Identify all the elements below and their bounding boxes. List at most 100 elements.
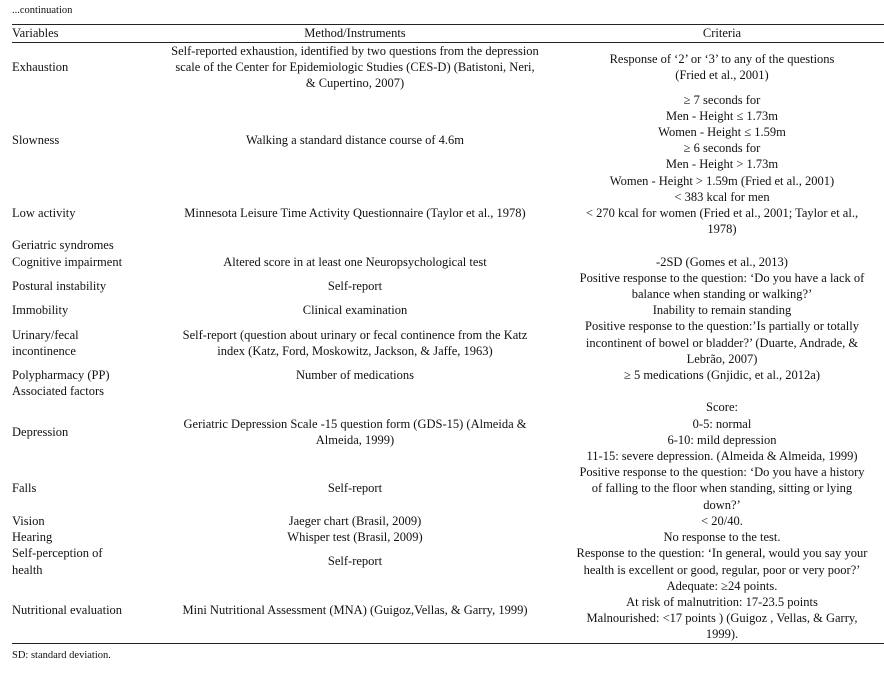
variable-cell-line: incontinence xyxy=(12,343,76,358)
criteria-cell-line: Lebrão, 2007) xyxy=(686,351,758,366)
variable-cell: Low activity xyxy=(12,189,150,238)
method-cell: Jaeger chart (Brasil, 2009) xyxy=(150,513,560,529)
variable-cell: Cognitive impairment xyxy=(12,254,150,270)
variable-cell: Vision xyxy=(12,513,150,529)
method-cell: Walking a standard distance course of 4.… xyxy=(150,92,560,189)
table-row: Nutritional evaluation Mini Nutritional A… xyxy=(12,578,884,644)
criteria-cell-line: Women - Height > 1.59m (Fried et al., 20… xyxy=(609,173,835,188)
variable-cell: Polypharmacy (PP) xyxy=(12,367,150,383)
criteria-cell-line: 0-5: normal xyxy=(692,416,752,431)
method-cell: Self-report xyxy=(150,545,560,577)
footnote: SD: standard deviation. xyxy=(12,650,111,661)
method-cell: Number of medications xyxy=(150,367,560,383)
table-row: Exhaustion Self-reported exhaustion, iden… xyxy=(12,43,884,92)
variable-cell: Urinary/fecal incontinence xyxy=(12,318,150,367)
criteria-cell-line: Response of ‘2’ or ‘3’ to any of the que… xyxy=(609,52,835,67)
criteria-cell-line: Men - Height > 1.73m xyxy=(665,157,779,172)
criteria-cell: Positive response to the question:’Is pa… xyxy=(560,318,884,367)
method-cell-line: Self-report xyxy=(327,481,383,496)
criteria-cell: No response to the test. xyxy=(560,529,884,545)
method-cell-line: Walking a standard distance course of 4.… xyxy=(245,133,465,148)
variable-cell-line: Urinary/fecal xyxy=(12,327,79,342)
variable-cell-line: health xyxy=(12,562,43,577)
method-cell xyxy=(150,237,560,253)
criteria-cell-line: -2SD (Gomes et al., 2013) xyxy=(656,254,788,269)
criteria-cell: Response of ‘2’ or ‘3’ to any of the que… xyxy=(560,43,884,92)
criteria-cell-line: Response to the question: ‘In general, w… xyxy=(576,546,868,561)
table-body: Exhaustion Self-reported exhaustion, iden… xyxy=(12,43,884,644)
criteria-cell-line: down?’ xyxy=(703,497,741,512)
criteria-cell-line: balance when standing or walking?’ xyxy=(631,287,813,302)
criteria-cell-line: Inability to remain standing xyxy=(652,303,792,318)
table-row: Associated factors xyxy=(12,383,884,399)
criteria-cell-line: < 270 kcal for women (Fried et al., 2001… xyxy=(585,206,859,221)
variable-cell-line: Associated factors xyxy=(12,384,104,399)
variable-cell-line: Falls xyxy=(12,481,37,496)
variable-cell: Hearing xyxy=(12,529,150,545)
variable-cell: Exhaustion xyxy=(12,43,150,92)
criteria-cell-line: Score: xyxy=(706,400,738,415)
table-row: Immobility Clinical examination Inability … xyxy=(12,302,884,318)
method-cell-line: Whisper test (Brasil, 2009) xyxy=(287,530,423,545)
continuation-label: ...continuation xyxy=(12,5,73,16)
method-cell-line: index (Katz, Ford, Moskowitz, Jackson, &… xyxy=(217,343,493,358)
criteria-cell-line: 6-10: mild depression xyxy=(667,432,777,447)
variable-cell: Slowness xyxy=(12,92,150,189)
criteria-cell-line: < 383 kcal for men xyxy=(674,189,770,204)
variable-cell-line: Postural instability xyxy=(12,278,107,293)
method-cell-line: Number of medications xyxy=(295,368,415,383)
variable-cell: Associated factors xyxy=(12,383,150,399)
criteria-cell-line: 1978) xyxy=(707,222,737,237)
variable-cell-line: Polypharmacy (PP) xyxy=(12,368,110,383)
criteria-cell: Positive response to the question: ‘Do y… xyxy=(560,270,884,302)
criteria-cell: Response to the question: ‘In general, w… xyxy=(560,545,884,577)
criteria-cell: Score: 0-5: normal 6-10: mild depression 11… xyxy=(560,399,884,464)
method-cell: Minnesota Leisure Time Activity Question… xyxy=(150,189,560,238)
variable-cell-line: Immobility xyxy=(12,303,69,318)
variable-cell-line: Exhaustion xyxy=(12,60,69,75)
header-method: Method/Instruments xyxy=(304,26,406,40)
criteria-cell: ≥ 5 medications (Gnjidic, et al., 2012a) xyxy=(560,367,884,383)
method-cell: Self-report (question about urinary or f… xyxy=(150,318,560,367)
criteria-cell-line: of falling to the floor when standing, s… xyxy=(591,481,853,496)
table-row: Low activity Minnesota Leisure Time Activ… xyxy=(12,189,884,238)
criteria-cell-line: Men - Height ≤ 1.73m xyxy=(665,108,779,123)
criteria-cell-line: At risk of malnutrition: 17-23.5 points xyxy=(626,594,818,609)
variable-cell: Geriatric syndromes xyxy=(12,237,150,253)
table-row: Vision Jaeger chart (Brasil, 2009) < 20/40… xyxy=(12,513,884,529)
criteria-cell-line: Adequate: ≥24 points. xyxy=(666,578,778,593)
method-cell xyxy=(150,383,560,399)
table-row: Polypharmacy (PP) Number of medications ≥ … xyxy=(12,367,884,383)
variable-cell: Self-perception of health xyxy=(12,545,150,577)
method-cell: Whisper test (Brasil, 2009) xyxy=(150,529,560,545)
method-cell-line: & Cupertino, 2007) xyxy=(305,76,405,91)
table-row: Urinary/fecal incontinence Self-report (qu… xyxy=(12,318,884,367)
criteria-cell-line: Positive response to the question: ‘Do y… xyxy=(579,270,865,285)
criteria-cell-line: health is excellent or good, regular, po… xyxy=(583,562,861,577)
criteria-cell-line: (Fried et al., 2001) xyxy=(675,68,769,83)
criteria-cell-line: Women - Height ≤ 1.59m xyxy=(658,125,786,140)
table-row: Geriatric syndromes xyxy=(12,237,884,253)
variable-cell-line: Depression xyxy=(12,424,69,439)
criteria-cell: Inability to remain standing xyxy=(560,302,884,318)
method-cell: Clinical examination xyxy=(150,302,560,318)
method-cell: Self-report xyxy=(150,270,560,302)
variable-cell-line: Geriatric syndromes xyxy=(12,238,114,253)
variable-cell-line: Nutritional evaluation xyxy=(12,603,123,617)
table-row: Slowness Walking a standard distance cour… xyxy=(12,92,884,189)
criteria-cell-line: ≥ 6 seconds for xyxy=(683,141,761,156)
method-cell-line: Self-report xyxy=(327,554,383,569)
method-cell-line: Clinical examination xyxy=(302,303,408,318)
variable-cell: Falls xyxy=(12,464,150,513)
method-cell-line: Mini Nutritional Assessment (MNA) (Guigo… xyxy=(182,603,528,617)
method-cell: Self-report xyxy=(150,464,560,513)
variable-cell-line: Cognitive impairment xyxy=(12,254,123,269)
variable-cell-line: Slowness xyxy=(12,133,60,148)
variable-cell-line: Hearing xyxy=(12,530,53,545)
method-cell-line: Self-report xyxy=(327,278,383,293)
table-row: Postural instability Self-report Positive … xyxy=(12,270,884,302)
table-row: Hearing Whisper test (Brasil, 2009) No res… xyxy=(12,529,884,545)
method-cell-line: Almeida, 1999) xyxy=(315,432,395,447)
variable-cell-line: Vision xyxy=(12,513,45,528)
variable-cell: Nutritional evaluation xyxy=(12,578,150,643)
